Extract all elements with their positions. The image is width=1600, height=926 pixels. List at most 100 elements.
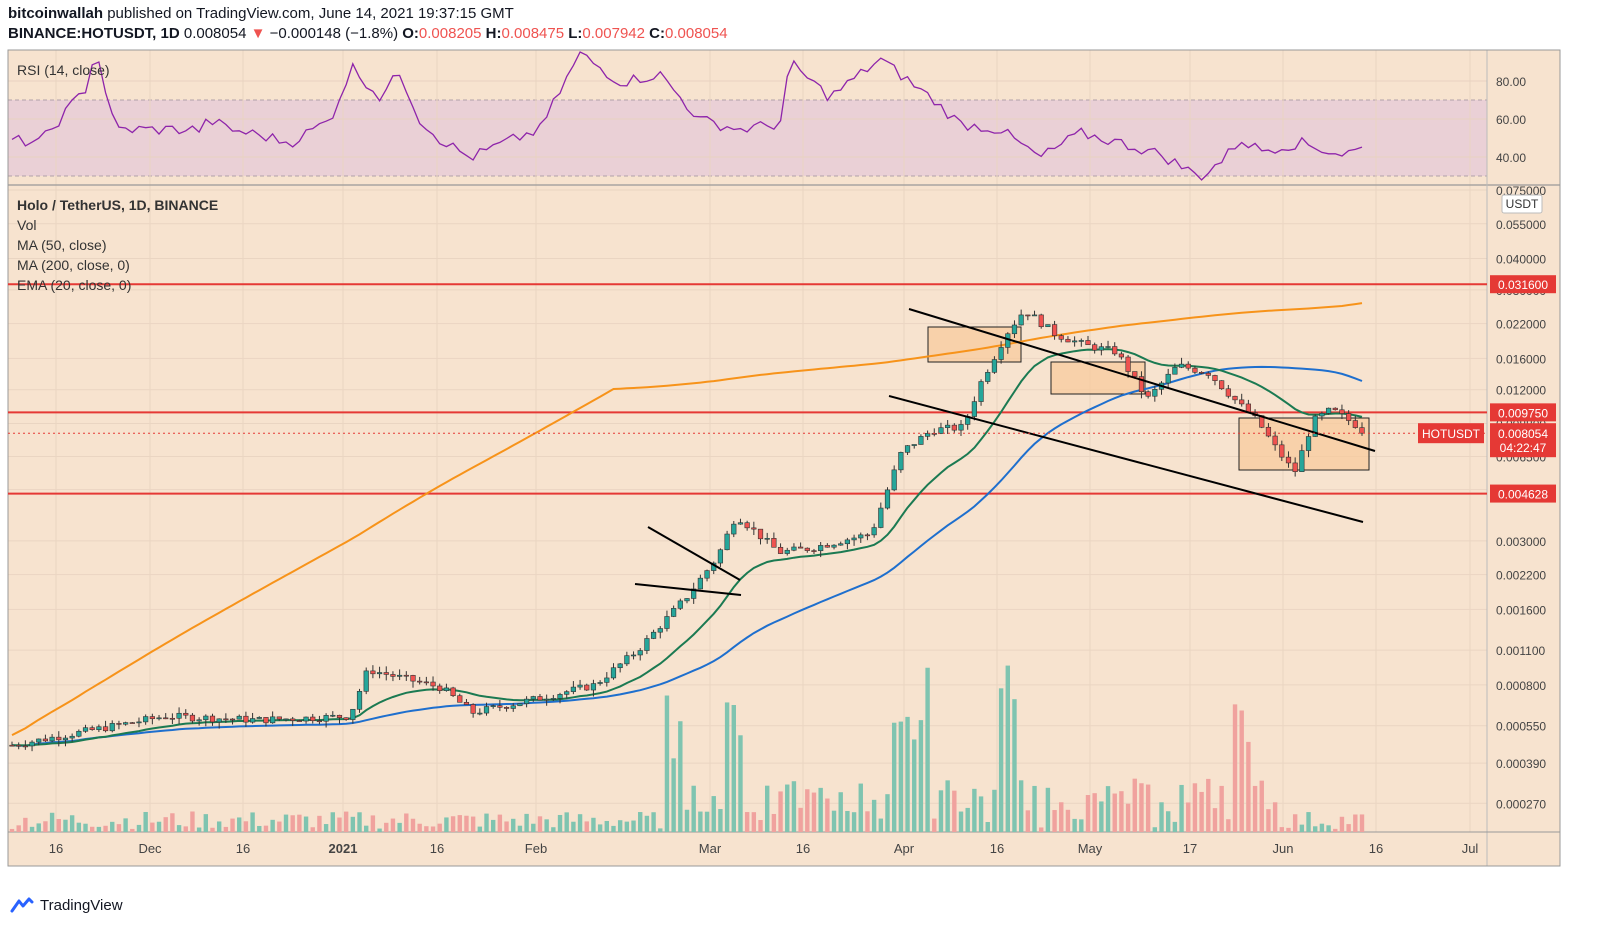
candle-body: [1125, 356, 1131, 372]
volume-bar: [470, 816, 476, 832]
volume-bar: [49, 812, 55, 832]
symbol-tag: [1418, 423, 1484, 444]
tradingview-logo-icon: [10, 897, 34, 913]
candle-body: [176, 712, 182, 719]
volume-bar: [758, 820, 763, 832]
candle-body: [1025, 314, 1031, 317]
indicator-legend-label: Vol: [17, 217, 36, 233]
volume-bar: [764, 785, 770, 832]
candle-body: [169, 717, 175, 720]
volume-bar: [9, 828, 15, 832]
price-tick-label: 0.002200: [1496, 569, 1546, 583]
volume-bar: [237, 817, 242, 832]
time-tick-label: 16: [430, 841, 444, 856]
volume-bar: [183, 826, 188, 832]
volume-bar: [1226, 819, 1231, 832]
candle-body: [156, 717, 162, 720]
candle-body: [356, 691, 363, 710]
volume-bar: [571, 821, 576, 832]
candle-body: [1112, 346, 1118, 355]
volume-bar: [905, 716, 910, 832]
volume-bar: [798, 807, 803, 832]
rsi-line: [11, 51, 1363, 181]
candle-body: [911, 444, 917, 446]
candle-body: [650, 631, 657, 639]
volume-bar: [464, 815, 469, 832]
volume-bar: [945, 780, 950, 832]
volume-bar: [1099, 801, 1104, 832]
volume-bar: [998, 688, 1004, 832]
high-value: 0.008475: [501, 25, 565, 42]
volume-bar: [1219, 785, 1224, 832]
tradingview-brand[interactable]: TradingView: [40, 896, 123, 914]
candle-body: [630, 654, 637, 657]
time-tick-label: 2021: [329, 841, 358, 856]
candle-body: [1152, 389, 1158, 397]
candle-body: [403, 674, 409, 677]
candle-body: [530, 696, 536, 700]
author-name[interactable]: bitcoinwallah: [8, 5, 104, 22]
candle-body: [604, 677, 610, 683]
volume-bar: [805, 789, 810, 832]
trendline: [634, 583, 742, 596]
candle-body: [831, 544, 837, 548]
candle-body: [1045, 324, 1051, 328]
candle-body: [751, 527, 757, 530]
volume-bar: [1105, 786, 1111, 832]
candle-body: [1118, 353, 1125, 358]
indicator-legend-label: MA (50, close): [17, 237, 106, 253]
time-tick-label: Apr: [894, 841, 915, 856]
volume-bar: [1059, 802, 1064, 832]
volume-bar: [658, 828, 663, 832]
candle-body: [1132, 371, 1138, 377]
ma50-line: [11, 365, 1363, 747]
candle-body: [564, 691, 570, 695]
price-tick-label: 0.022000: [1496, 318, 1546, 332]
price-tick-label: 0.016000: [1496, 352, 1546, 366]
candle-body: [216, 718, 222, 723]
candle-body: [537, 696, 543, 701]
volume-bar: [524, 813, 529, 832]
volume-bar: [1212, 808, 1218, 832]
volume-bar: [230, 818, 235, 832]
candle-body: [744, 522, 750, 529]
volume-bar: [1052, 810, 1057, 832]
candle-body: [1272, 435, 1278, 446]
candle-body: [1346, 413, 1352, 421]
volume-bar: [938, 790, 944, 832]
candle-body: [864, 534, 871, 537]
volume-bar: [377, 828, 382, 832]
candle-body: [918, 436, 924, 445]
volume-bar: [985, 822, 990, 832]
consolidation-box: [927, 326, 1022, 363]
publish-info: bitcoinwallah published on TradingView.c…: [8, 5, 514, 22]
volume-bar: [484, 813, 489, 832]
volume-bar: [678, 721, 683, 832]
volume-bar: [243, 821, 249, 832]
candle-body: [49, 736, 55, 742]
volume-bar: [557, 814, 563, 832]
volume-bar: [1145, 784, 1151, 832]
volume-bar: [932, 818, 937, 832]
volume-bar: [551, 827, 556, 832]
volume-bar: [638, 812, 643, 832]
candle-body: [316, 720, 323, 723]
volume-bar: [511, 818, 516, 832]
candle-body: [370, 670, 376, 675]
volume-bar: [838, 792, 843, 832]
volume-bar: [704, 811, 710, 832]
candle-body: [1199, 371, 1205, 374]
volume-bar: [1346, 824, 1351, 832]
volume-bar: [337, 817, 342, 832]
candle-body: [624, 655, 630, 665]
candle-body: [757, 528, 764, 540]
last-price: 0.008054: [183, 25, 247, 42]
candle-body: [731, 523, 737, 535]
symbol-label[interactable]: BINANCE:HOTUSDT, 1D: [8, 25, 180, 42]
volume-bar: [1092, 793, 1097, 832]
candle-body: [764, 538, 770, 540]
volume-bar: [1032, 785, 1037, 832]
candle-body: [36, 738, 42, 743]
candle-body: [136, 721, 142, 724]
